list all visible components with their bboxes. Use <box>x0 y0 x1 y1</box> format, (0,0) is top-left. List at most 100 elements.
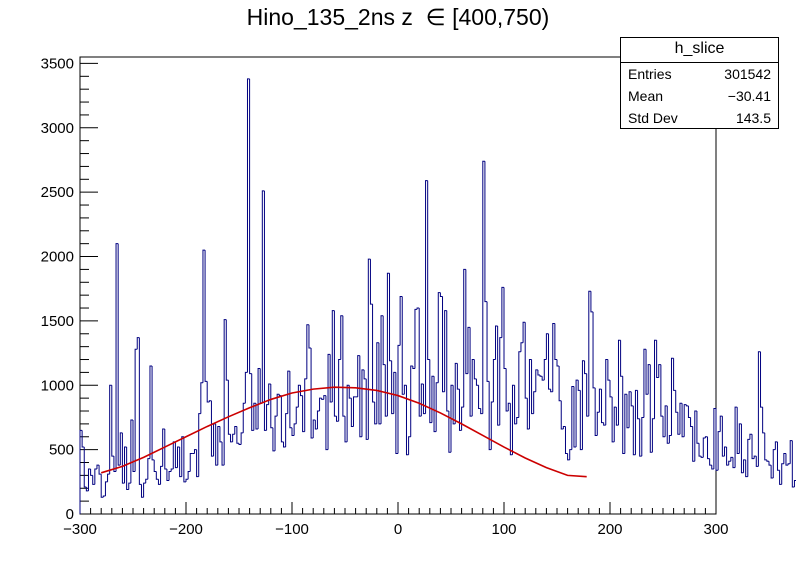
histogram-bin <box>596 411 600 436</box>
histogram-bin <box>412 365 415 370</box>
histogram-bin <box>90 468 93 476</box>
histogram-bin <box>503 287 507 370</box>
x-tick-label: 200 <box>597 521 622 538</box>
histogram-bin <box>649 364 653 453</box>
histogram-bin <box>480 408 483 415</box>
histogram-bin <box>632 405 636 456</box>
histogram-bin <box>533 391 536 414</box>
histogram-bin <box>664 405 668 437</box>
histogram-bin <box>634 389 638 455</box>
histogram-bin <box>374 402 377 425</box>
histogram-bin <box>645 349 649 395</box>
histogram-bin <box>469 327 473 417</box>
histogram-bin <box>471 359 475 417</box>
histogram-bin <box>535 369 538 392</box>
histogram-bin <box>181 436 184 477</box>
histogram-bin <box>507 402 511 412</box>
histogram-bin <box>605 359 608 426</box>
histogram-bin <box>711 465 714 470</box>
histogram-bin <box>787 463 791 466</box>
histogram-bin <box>554 323 557 361</box>
x-tick-label: 100 <box>491 521 516 538</box>
histogram-bin <box>403 384 407 395</box>
histogram-bin <box>766 459 769 462</box>
histogram-bin <box>357 355 360 397</box>
histogram-bin <box>429 359 432 424</box>
histogram-bin <box>227 380 231 435</box>
histogram-bin <box>791 440 795 488</box>
histogram-bin <box>272 427 276 452</box>
histogram-bin <box>325 395 329 451</box>
histogram-bin <box>81 430 85 448</box>
histogram-bin <box>749 433 753 440</box>
histogram-bin <box>155 471 159 480</box>
histogram-bin <box>437 292 441 383</box>
histogram-bin <box>344 416 348 443</box>
histogram-bin <box>757 351 761 467</box>
histogram-bin <box>740 423 744 474</box>
histogram-bin <box>762 407 765 434</box>
histogram-bin <box>111 385 114 457</box>
histogram-bin <box>573 386 577 448</box>
histogram-bin <box>266 404 269 431</box>
histogram-bin <box>520 342 524 352</box>
y-tick-label: 0 <box>66 506 74 523</box>
histogram-bin <box>242 402 246 433</box>
histogram-bin <box>96 464 100 469</box>
histogram-bin <box>630 391 634 407</box>
histogram-bin <box>244 371 248 404</box>
histogram-bin <box>340 315 343 360</box>
histogram-bin <box>719 415 723 432</box>
histogram-bin <box>598 388 602 413</box>
histogram-bin <box>157 479 161 485</box>
histogram-bin <box>620 340 623 377</box>
histogram-bin <box>399 295 403 346</box>
histogram-bin <box>666 405 670 444</box>
histogram-bin <box>609 380 613 398</box>
histogram-bin <box>136 337 140 350</box>
histogram-bin <box>550 389 553 393</box>
histogram-bin <box>774 441 778 450</box>
histogram-bin <box>592 311 596 389</box>
histogram-bin <box>236 426 239 444</box>
histogram-bin <box>526 398 530 430</box>
histogram-bin <box>253 402 256 431</box>
histogram-bin <box>647 364 651 395</box>
histogram-bin <box>651 418 655 453</box>
histogram-bin <box>219 426 223 443</box>
histogram-bin <box>562 425 566 430</box>
histogram-bin <box>524 322 528 399</box>
histogram-bin <box>692 426 695 462</box>
histogram-bin <box>151 365 155 461</box>
histogram-bin <box>153 459 157 473</box>
y-tick-label: 1500 <box>41 313 74 330</box>
histogram-bin <box>187 471 191 480</box>
histogram-bin <box>422 383 426 415</box>
histogram-bin <box>121 432 125 484</box>
histogram-bin <box>291 427 295 436</box>
histogram-bin <box>776 441 780 471</box>
histogram-bin <box>753 455 757 459</box>
axis-ticks <box>79 62 717 515</box>
histogram-bin <box>274 415 278 451</box>
histogram-bin <box>764 432 767 461</box>
histogram-bin <box>522 321 526 343</box>
histogram-bin <box>372 304 375 403</box>
histogram-bin <box>306 324 309 379</box>
histogram-bin <box>98 465 102 475</box>
histogram-bin <box>760 351 763 408</box>
histogram-bin <box>509 403 513 456</box>
histogram-bin <box>539 374 543 377</box>
histogram-bin <box>696 411 700 444</box>
histogram-bin <box>310 347 314 439</box>
histogram-bin <box>348 385 352 399</box>
histogram-bin <box>723 446 727 457</box>
histogram-bin <box>238 443 242 445</box>
histogram-bin <box>639 418 642 457</box>
histogram-bin <box>270 383 273 429</box>
histogram-bin <box>478 385 481 409</box>
histogram-bin <box>376 342 379 424</box>
histogram-bin <box>427 180 430 361</box>
histogram-bin <box>622 376 625 454</box>
histogram-bin <box>297 384 301 408</box>
